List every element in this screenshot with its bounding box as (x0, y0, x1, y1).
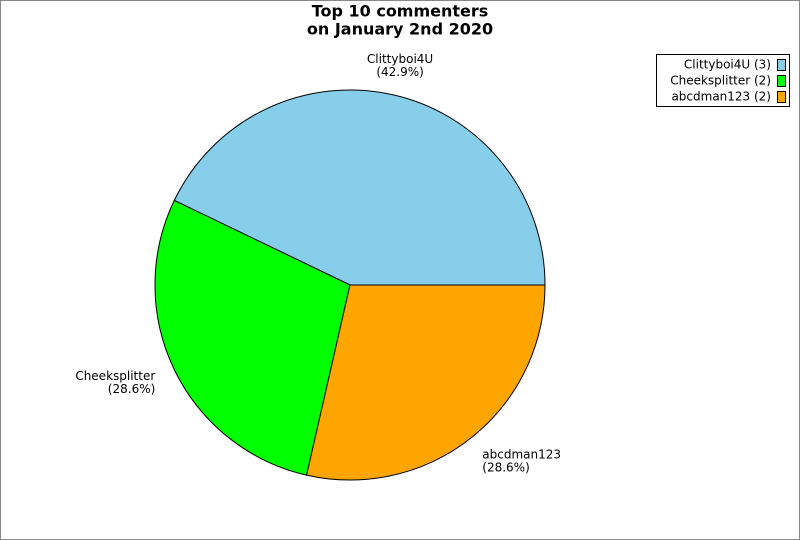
slice-label: Clittyboi4U (367, 52, 433, 66)
pie-slice (306, 284, 546, 481)
pie-slice (154, 199, 351, 476)
legend-label: Clittyboi4U (3) (684, 58, 771, 72)
slice-value-label: (28.6%) (108, 382, 155, 396)
slice-label: Cheeksplitter (75, 369, 155, 383)
legend-label: Cheeksplitter (2) (670, 74, 771, 88)
slice-value-label: (42.9%) (376, 65, 423, 79)
legend-box (656, 54, 790, 107)
legend-swatch (777, 91, 786, 103)
chart-title: on January 2nd 2020 (307, 20, 493, 39)
slice-label: abcdman123 (482, 447, 561, 461)
chart-title: Top 10 commenters (312, 2, 489, 21)
legend-label: abcdman123 (2) (671, 90, 771, 104)
legend-swatch (777, 75, 786, 87)
legend-swatch (777, 59, 786, 71)
pie-slice (173, 89, 546, 286)
slice-value-label: (28.6%) (482, 460, 529, 474)
